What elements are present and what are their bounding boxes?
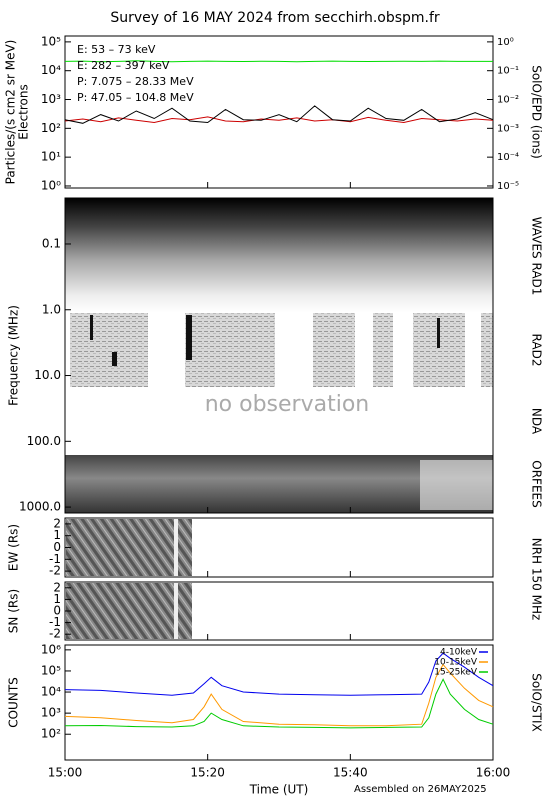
legend-entry: 10-15keV	[434, 658, 478, 668]
y-tick-label: 1	[53, 592, 61, 606]
panel-frame	[64, 644, 494, 761]
y-tick-label: -2	[49, 564, 61, 578]
series-line	[64, 116, 494, 124]
x-tick-label: 15:40	[333, 766, 368, 780]
y-tick-label: 1.0	[42, 302, 61, 316]
spectrogram-image	[65, 198, 493, 513]
y-tick-label: 10⁵	[41, 663, 61, 677]
legend-entry: P: 47.05 – 104.8 MeV	[77, 91, 194, 104]
y-tick-label: 10⁴	[41, 685, 61, 699]
y2-tick-label: 10⁻²	[497, 95, 519, 106]
y-tick-label: 1	[53, 528, 61, 542]
instrument-label: RAD2	[530, 334, 544, 367]
y-tick-label: 0.1	[42, 236, 61, 250]
y2-tick-label: 10⁰	[497, 37, 514, 48]
instrument-label: NDA	[530, 408, 544, 435]
legend-entry: E: 282 – 397 keV	[77, 59, 170, 72]
series-line	[64, 60, 493, 63]
legend-entry: E: 53 – 73 keV	[77, 43, 156, 56]
y-tick-label: 10⁰	[41, 178, 61, 192]
x-tick-label: 15:00	[48, 766, 83, 780]
note: Assembled on 26MAY2025	[354, 784, 487, 795]
y-tick-label: 2	[53, 580, 61, 594]
y-axis-label: Electrons	[17, 84, 31, 139]
x-axis-label: Time (UT)	[249, 783, 309, 797]
legend-entry: 15-25keV	[434, 668, 478, 678]
series-line	[64, 678, 494, 729]
y-tick-label: -1	[49, 552, 61, 566]
y-tick-label: 2	[53, 516, 61, 530]
y-tick-label: 1000.0	[19, 500, 61, 514]
y-tick-label: 10⁵	[41, 34, 61, 48]
y-axis-label: Frequency (MHz)	[7, 305, 21, 406]
annotation: no observation	[205, 392, 370, 417]
x-tick-label: 16:00	[476, 766, 511, 780]
y2-tick-label: 10⁻⁴	[497, 152, 519, 163]
legend-entry: 4-10keV	[440, 648, 478, 658]
right-label: SolO/EPD (ions)	[530, 65, 544, 159]
y-tick-label: 10²	[41, 121, 61, 135]
series-line	[64, 652, 494, 696]
y-axis-label: EW (Rs)	[7, 524, 21, 571]
y-tick-label: 10⁶	[41, 642, 61, 656]
y-tick-label: 10³	[41, 92, 61, 106]
y-axis-label: SN (Rs)	[7, 589, 21, 633]
y-tick-label: 100.0	[27, 434, 61, 448]
panel-frame	[64, 35, 494, 189]
y-tick-label: 10²	[41, 727, 61, 741]
y-tick-label: 10¹	[41, 150, 61, 164]
series-line	[64, 105, 494, 124]
nrh-image	[66, 519, 192, 639]
y-tick-label: 10.0	[34, 368, 61, 382]
y2-tick-label: 10⁻³	[497, 123, 519, 134]
y-tick-label: -2	[49, 627, 61, 641]
right-label: SolO/STIX	[530, 673, 544, 732]
y-tick-label: -1	[49, 615, 61, 629]
y-axis-label: Particles/(s cm2 sr MeV)	[4, 40, 18, 185]
y-tick-label: 0	[53, 540, 61, 554]
legend-entry: P: 7.075 – 28.33 MeV	[77, 75, 194, 88]
instrument-label: ORFEES	[530, 460, 544, 507]
y-tick-label: 10⁴	[41, 63, 61, 77]
y-tick-label: 0	[53, 604, 61, 618]
y2-tick-label: 10⁻⁵	[497, 181, 519, 192]
panel-frame	[64, 197, 494, 514]
title: Survey of 16 MAY 2024 from secchirh.obsp…	[110, 10, 440, 26]
y-tick-label: 10³	[41, 706, 61, 720]
y-axis-label: COUNTS	[7, 677, 21, 728]
right-label: NRH 150 MHz	[530, 538, 544, 621]
x-tick-label: 15:20	[190, 766, 225, 780]
y2-tick-label: 10⁻¹	[497, 66, 519, 77]
series-line	[64, 663, 494, 727]
instrument-label: WAVES RAD1	[530, 217, 544, 296]
